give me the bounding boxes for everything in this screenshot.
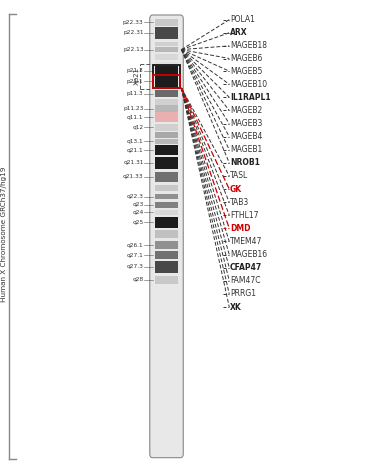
Text: p21.3: p21.3 (127, 68, 144, 73)
Text: FTHL17: FTHL17 (230, 211, 258, 220)
Bar (155, 139, 178, 144)
Text: q22.3: q22.3 (127, 194, 144, 199)
Text: MAGEB2: MAGEB2 (230, 106, 262, 115)
Bar (153, 75, 180, 88)
Text: MAGEB6: MAGEB6 (230, 54, 262, 63)
Text: p11.3: p11.3 (127, 91, 144, 96)
Bar (155, 75, 178, 88)
Text: DMD: DMD (230, 224, 251, 233)
Bar (155, 145, 178, 155)
Text: q23: q23 (132, 203, 144, 207)
Bar (155, 132, 178, 138)
Bar (155, 99, 178, 105)
Text: q13.1: q13.1 (127, 139, 144, 144)
Bar (155, 105, 178, 112)
Bar (155, 157, 178, 169)
Text: MAGEB3: MAGEB3 (230, 119, 262, 128)
Text: q12: q12 (132, 125, 144, 130)
Bar (155, 276, 178, 284)
Bar (155, 217, 178, 228)
Bar (155, 47, 178, 52)
Text: IL1RAPL1: IL1RAPL1 (230, 93, 270, 102)
Bar (155, 54, 178, 60)
Bar (155, 42, 178, 46)
Text: MAGEB16: MAGEB16 (230, 250, 267, 259)
Bar (155, 112, 178, 122)
Text: q21.1: q21.1 (127, 148, 144, 153)
Text: q21.31: q21.31 (123, 161, 144, 165)
Bar (153, 65, 180, 88)
Text: MAGEB18: MAGEB18 (230, 41, 267, 51)
Bar (155, 202, 178, 208)
Text: ARX: ARX (230, 28, 248, 37)
Text: MAGEB10: MAGEB10 (230, 80, 267, 89)
Bar (155, 66, 178, 75)
Text: GK: GK (230, 184, 242, 194)
Text: FAM47C: FAM47C (230, 276, 261, 285)
Text: POLA1: POLA1 (230, 15, 255, 24)
Text: q28: q28 (132, 278, 144, 282)
Text: PRRG1: PRRG1 (230, 289, 256, 299)
Bar (155, 185, 178, 191)
Text: XK: XK (230, 302, 242, 312)
Text: q26.1: q26.1 (127, 243, 144, 248)
Text: Xp21: Xp21 (134, 67, 140, 85)
Bar (155, 194, 178, 199)
Text: CFAP47: CFAP47 (230, 263, 262, 272)
Bar (155, 27, 178, 39)
FancyBboxPatch shape (150, 15, 183, 458)
Bar (155, 90, 178, 97)
Bar (155, 19, 178, 26)
Text: q27.3: q27.3 (127, 264, 144, 269)
Text: TMEM47: TMEM47 (230, 237, 262, 246)
Text: MAGEB1: MAGEB1 (230, 145, 262, 154)
Text: Human X Chromosome GRCh37/hg19: Human X Chromosome GRCh37/hg19 (1, 166, 7, 302)
Text: p22.13: p22.13 (123, 47, 144, 52)
Text: q21.33: q21.33 (123, 175, 144, 179)
Text: q11.1: q11.1 (127, 115, 144, 119)
Text: p22.31: p22.31 (123, 30, 144, 35)
Bar (155, 251, 178, 259)
Bar (155, 62, 178, 67)
Text: p22.33: p22.33 (123, 20, 144, 25)
Bar (155, 241, 178, 249)
Text: TASL: TASL (230, 171, 248, 181)
Bar (155, 124, 178, 131)
Text: p21.1: p21.1 (127, 79, 144, 84)
Text: p11.23: p11.23 (123, 106, 144, 111)
Text: MAGEB4: MAGEB4 (230, 132, 262, 141)
Bar (155, 210, 178, 215)
Bar (155, 230, 178, 238)
Bar (155, 261, 178, 273)
Bar (155, 172, 178, 182)
Text: NROB1: NROB1 (230, 158, 260, 168)
Text: TAB3: TAB3 (230, 197, 249, 207)
Text: MAGEB5: MAGEB5 (230, 66, 262, 76)
Text: q25: q25 (132, 220, 144, 225)
Text: q27.1: q27.1 (127, 253, 144, 257)
Text: q24: q24 (132, 210, 144, 215)
